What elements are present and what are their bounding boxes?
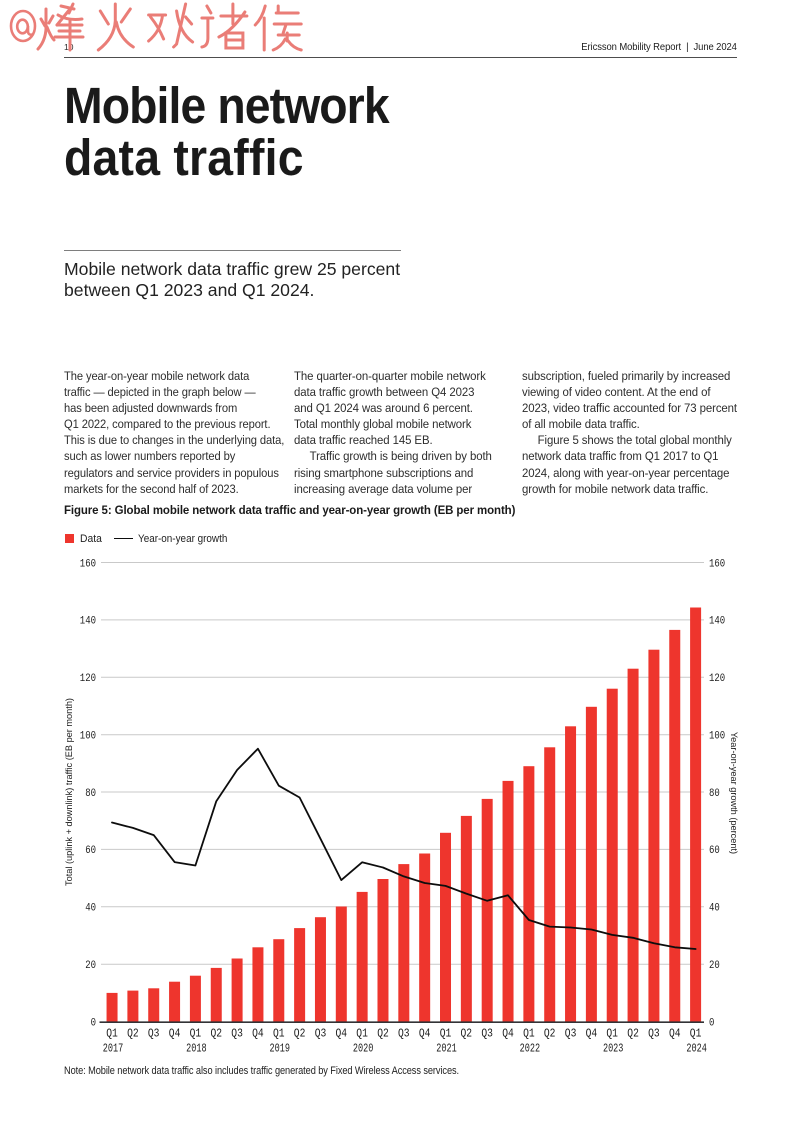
- svg-text:Q3: Q3: [315, 1026, 327, 1040]
- svg-text:40: 40: [85, 903, 96, 915]
- svg-text:Q3: Q3: [648, 1026, 660, 1040]
- svg-text:140: 140: [80, 616, 96, 628]
- svg-text:40: 40: [709, 903, 720, 915]
- svg-text:Q2: Q2: [627, 1026, 639, 1040]
- svg-text:20: 20: [709, 960, 720, 972]
- svg-text:Q4: Q4: [502, 1026, 514, 1040]
- svg-text:160: 160: [80, 558, 96, 570]
- svg-text:Q1: Q1: [273, 1026, 285, 1040]
- svg-text:160: 160: [709, 558, 725, 570]
- svg-text:60: 60: [85, 845, 96, 857]
- svg-text:Q3: Q3: [398, 1026, 410, 1040]
- svg-text:120: 120: [709, 673, 725, 685]
- svg-text:2019: 2019: [270, 1041, 291, 1055]
- svg-text:Q2: Q2: [294, 1026, 306, 1040]
- svg-text:2021: 2021: [436, 1041, 457, 1055]
- svg-text:Q2: Q2: [461, 1026, 473, 1040]
- svg-text:Q4: Q4: [169, 1026, 181, 1040]
- svg-text:Q4: Q4: [252, 1026, 264, 1040]
- svg-text:100: 100: [709, 731, 725, 743]
- svg-text:2023: 2023: [603, 1041, 624, 1055]
- svg-text:Q2: Q2: [211, 1026, 223, 1040]
- svg-text:Q4: Q4: [586, 1026, 598, 1040]
- svg-text:Q4: Q4: [669, 1026, 681, 1040]
- svg-text:0: 0: [91, 1017, 97, 1029]
- svg-text:2022: 2022: [520, 1041, 541, 1055]
- svg-text:Q3: Q3: [481, 1026, 493, 1040]
- svg-text:Q1: Q1: [523, 1026, 535, 1040]
- svg-text:Q2: Q2: [127, 1026, 139, 1040]
- svg-text:2017: 2017: [103, 1041, 124, 1055]
- svg-text:Q3: Q3: [148, 1026, 160, 1040]
- svg-text:Q3: Q3: [231, 1026, 243, 1040]
- svg-text:Q1: Q1: [190, 1026, 202, 1040]
- svg-text:Q1: Q1: [106, 1026, 118, 1040]
- svg-text:Q1: Q1: [606, 1026, 618, 1040]
- svg-text:80: 80: [85, 788, 96, 800]
- svg-text:20: 20: [85, 960, 96, 972]
- svg-text:0: 0: [709, 1017, 715, 1029]
- svg-text:Q2: Q2: [377, 1026, 389, 1040]
- svg-text:80: 80: [709, 788, 720, 800]
- svg-text:2020: 2020: [353, 1041, 374, 1055]
- svg-text:2018: 2018: [186, 1041, 207, 1055]
- svg-text:Q2: Q2: [544, 1026, 556, 1040]
- svg-text:60: 60: [709, 845, 720, 857]
- svg-text:120: 120: [80, 673, 96, 685]
- svg-text:Q1: Q1: [440, 1026, 452, 1040]
- svg-text:Q4: Q4: [336, 1026, 348, 1040]
- svg-text:Q3: Q3: [565, 1026, 577, 1040]
- svg-text:Q1: Q1: [690, 1026, 702, 1040]
- svg-text:140: 140: [709, 616, 725, 628]
- svg-text:Q4: Q4: [419, 1026, 431, 1040]
- svg-text:Total (uplink + downlink) traf: Total (uplink + downlink) traffic (EB pe…: [64, 698, 74, 886]
- svg-text:Year-on-year growth (percent): Year-on-year growth (percent): [729, 732, 739, 854]
- svg-text:2024: 2024: [686, 1041, 707, 1055]
- svg-text:Q1: Q1: [356, 1026, 368, 1040]
- svg-text:100: 100: [80, 731, 96, 743]
